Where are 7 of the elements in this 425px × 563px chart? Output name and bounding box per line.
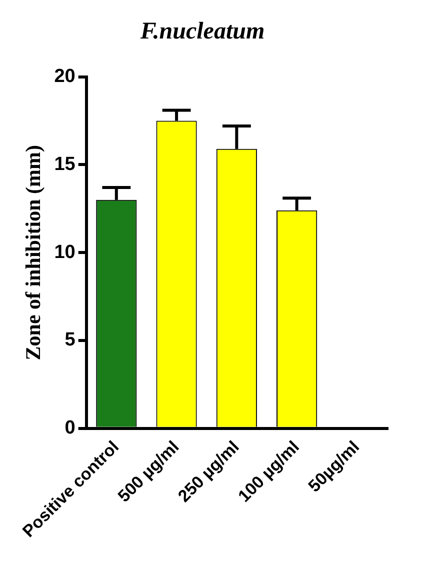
y-tick-label: 15: [54, 154, 76, 175]
y-tick-label: 0: [64, 418, 76, 439]
y-tick-label: 10: [54, 242, 76, 263]
chart-title: F.nucleatum: [139, 18, 265, 45]
y-axis-title: Zone of inhibition (mm): [21, 144, 46, 360]
y-tick-label: 20: [54, 66, 76, 88]
y-tick-label: 5: [64, 330, 76, 351]
